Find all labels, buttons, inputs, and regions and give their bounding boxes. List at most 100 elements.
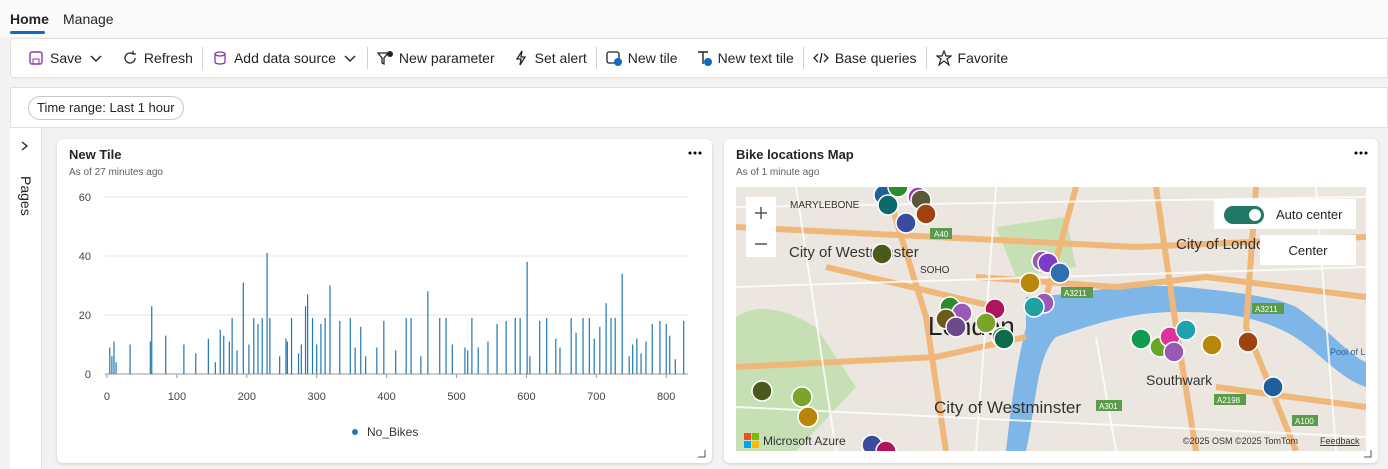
x-tick-label: 700 xyxy=(587,391,605,403)
tile-subtitle: As of 27 minutes ago xyxy=(69,167,163,178)
markers xyxy=(751,187,1284,451)
map-label: City of Westminster xyxy=(789,244,919,261)
road-label: A2198 xyxy=(1217,396,1241,405)
separator xyxy=(802,47,804,69)
map-label: SOHO xyxy=(920,265,950,276)
time-range-filter[interactable]: Time range: Last 1 hour xyxy=(28,96,184,120)
zoom-in[interactable] xyxy=(755,207,767,219)
base-queries-button[interactable]: Base queries xyxy=(804,50,926,66)
x-tick-label: 400 xyxy=(377,391,395,403)
add-data-source-button[interactable]: Add data source xyxy=(203,50,367,66)
resize-handle[interactable] xyxy=(698,450,706,458)
map-marker[interactable] xyxy=(791,386,813,408)
map-marker[interactable] xyxy=(875,440,897,451)
map-marker[interactable] xyxy=(895,212,917,234)
map-brand: Microsoft Azure xyxy=(763,434,846,448)
more-button[interactable] xyxy=(688,151,702,155)
map-label: City of London xyxy=(1176,236,1273,253)
map-marker[interactable] xyxy=(975,312,997,334)
y-tick-label: 40 xyxy=(79,251,91,263)
map-tile: Bike locations Map As of 1 minute ago MA… xyxy=(724,139,1378,463)
tile-title: Bike locations Map xyxy=(736,147,854,162)
river xyxy=(1006,285,1366,451)
toolbar: Save Refresh Add data source New paramet… xyxy=(10,38,1388,78)
tab[interactable]: Manage xyxy=(63,11,114,27)
map-marker[interactable] xyxy=(871,243,893,265)
road-label: A301 xyxy=(1099,402,1118,411)
map-marker[interactable] xyxy=(1023,296,1045,318)
map-marker[interactable] xyxy=(1163,341,1185,363)
map-marker[interactable] xyxy=(1175,319,1197,341)
favorite-button[interactable]: Favorite xyxy=(927,50,1018,66)
label: Add data source xyxy=(233,50,336,66)
separator xyxy=(595,47,597,69)
tile-title: New Tile xyxy=(69,147,122,162)
chart-tile: New Tile As of 27 minutes ago 0 20 40 60 0 10… xyxy=(57,139,712,463)
x-tick-label: 800 xyxy=(657,391,675,403)
resize-handle[interactable] xyxy=(1364,450,1372,458)
pages-label: Pages xyxy=(18,176,34,216)
map-marker[interactable] xyxy=(887,187,909,198)
map-marker[interactable] xyxy=(797,406,819,428)
label: Save xyxy=(50,50,82,66)
y-tick-label: 0 xyxy=(85,369,91,381)
filter-label: Time range: xyxy=(37,100,106,115)
refresh-button[interactable]: Refresh xyxy=(113,50,202,66)
center-button[interactable] xyxy=(1260,235,1356,265)
map-marker[interactable] xyxy=(1049,262,1071,284)
map-label: Southwark xyxy=(1146,372,1213,388)
y-tick-label: 20 xyxy=(79,310,91,322)
new-text-tile-button[interactable]: New text tile xyxy=(687,50,803,66)
map-label: Pool of London xyxy=(1330,347,1366,357)
legend-marker xyxy=(352,429,358,435)
separator xyxy=(201,47,203,69)
x-tick-label: 100 xyxy=(168,391,186,403)
road-label: A3211 xyxy=(1064,289,1087,298)
map-marker[interactable] xyxy=(1237,331,1259,353)
filter-value: Last 1 hour xyxy=(109,100,175,115)
map-marker[interactable] xyxy=(915,203,937,225)
map-marker[interactable] xyxy=(751,380,773,402)
map-marker[interactable] xyxy=(1130,328,1152,350)
map-marker[interactable] xyxy=(877,194,899,216)
new-tile-button[interactable]: New tile xyxy=(597,50,687,66)
road-label: A3211 xyxy=(1255,305,1278,314)
new-parameter-button[interactable]: New parameter xyxy=(368,50,504,66)
label: New tile xyxy=(627,50,678,66)
label: New text tile xyxy=(717,50,794,66)
map[interactable]: MARYLEBONE City of Westminster SOHO City… xyxy=(736,187,1366,451)
legend-label: No_Bikes xyxy=(367,425,418,439)
label: Base queries xyxy=(834,50,917,66)
zoom-panel xyxy=(746,197,776,257)
more-button[interactable] xyxy=(1354,151,1368,155)
expand-icon[interactable] xyxy=(18,140,30,152)
feedback-link[interactable]: Feedback xyxy=(1320,436,1360,446)
map-marker[interactable] xyxy=(993,328,1015,350)
label: Refresh xyxy=(143,50,193,66)
tab[interactable]: Home xyxy=(10,11,49,27)
road-label: A40 xyxy=(934,230,949,239)
map-marker[interactable] xyxy=(1201,334,1223,356)
x-tick-label: 0 xyxy=(104,391,110,403)
x-tick-label: 500 xyxy=(447,391,465,403)
map-marker[interactable] xyxy=(1262,376,1284,398)
toggle-label: Auto center xyxy=(1276,207,1343,222)
x-tick-label: 200 xyxy=(238,391,256,403)
pages-pane: Pages xyxy=(10,128,42,469)
zoom-control xyxy=(746,197,776,257)
set-alert-button[interactable]: Set alert xyxy=(504,50,596,66)
attribution: ©2025 OSM ©2025 TomTom xyxy=(1183,436,1298,446)
x-tick-label: 300 xyxy=(308,391,326,403)
park xyxy=(736,309,856,451)
separator xyxy=(925,47,927,69)
map-marker[interactable] xyxy=(1019,272,1041,294)
save-button[interactable]: Save xyxy=(19,50,113,66)
separator xyxy=(366,47,368,69)
map-label: MARYLEBONE xyxy=(790,200,860,211)
tile-subtitle: As of 1 minute ago xyxy=(736,167,820,178)
road-label: A100 xyxy=(1295,417,1314,426)
map-marker[interactable] xyxy=(945,316,967,338)
toggle-knob xyxy=(1249,209,1261,221)
